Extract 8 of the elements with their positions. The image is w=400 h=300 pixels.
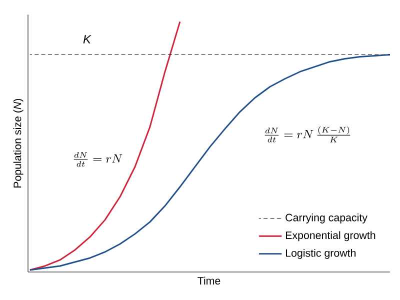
x-axis-title: Time — [198, 276, 220, 285]
annotation: $\frac{dN}{dt}=rN$ — [74, 152, 122, 167]
annotation: $\frac{dN}{dt}=rN\,\frac{(K-N)}{K}$ — [264, 126, 350, 142]
legend-label: Logistic growth — [286, 248, 356, 259]
legend-label: Carrying capacity — [286, 213, 368, 224]
annotation: K — [83, 35, 92, 44]
legend-label: Exponential growth — [286, 231, 376, 242]
y-axis-title: Population size (N) — [13, 98, 24, 188]
